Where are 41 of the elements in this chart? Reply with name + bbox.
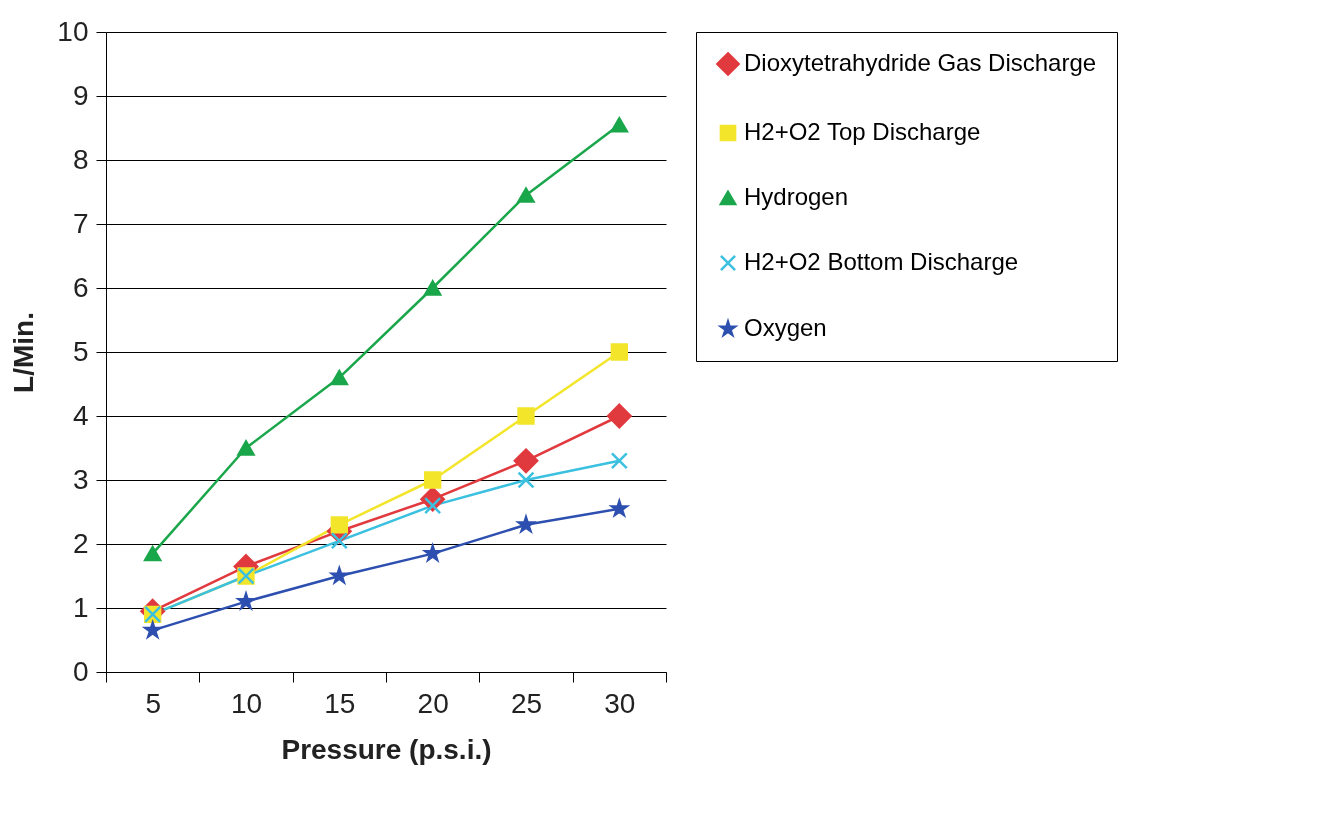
y-tick-label: 0: [72, 655, 89, 687]
x-tick-label: 10: [230, 687, 263, 719]
point: [235, 590, 255, 611]
y-tick-label: 2: [72, 527, 89, 559]
y-tick-label: 10: [57, 15, 89, 47]
y-tick-label: 7: [72, 207, 89, 239]
x-tick-label: 30: [604, 687, 636, 719]
y-tick-label: 6: [72, 271, 89, 303]
x-axis-title: Pressure (p.s.i.): [281, 733, 492, 765]
point: [330, 532, 348, 550]
x-tick-label: 5: [145, 687, 161, 719]
point: [610, 117, 628, 133]
point: [610, 343, 628, 361]
point: [513, 448, 539, 474]
x-tick-label: 15: [324, 687, 356, 719]
point: [517, 471, 535, 489]
point: [517, 187, 535, 203]
y-tick-label: 5: [72, 335, 89, 367]
y-tick-label: 8: [72, 143, 89, 175]
point: [517, 407, 535, 425]
y-axis-title: L/Min.: [8, 312, 40, 393]
y-tick-label: 9: [72, 79, 89, 111]
point: [606, 403, 632, 429]
legend-label: Hydrogen: [744, 183, 849, 210]
legend-label: Dioxytetrahydride Gas Discharge: [744, 49, 1097, 76]
y-tick-label: 3: [72, 463, 89, 495]
point: [610, 452, 628, 470]
legend-label: Oxygen: [744, 314, 827, 341]
point: [330, 516, 348, 534]
point: [144, 545, 162, 562]
x-tick-label: 25: [510, 687, 543, 719]
y-tick-label: 1: [72, 591, 89, 623]
legend-label: H2+O2 Bottom Discharge: [744, 248, 1019, 275]
point: [330, 369, 348, 386]
point: [424, 280, 442, 296]
point: [237, 440, 255, 456]
point: [424, 471, 442, 489]
y-tick-label: 4: [72, 399, 89, 431]
point: [142, 619, 163, 640]
legend-label: H2+O2 Top Discharge: [744, 118, 981, 145]
x-tick-label: 20: [417, 687, 449, 719]
